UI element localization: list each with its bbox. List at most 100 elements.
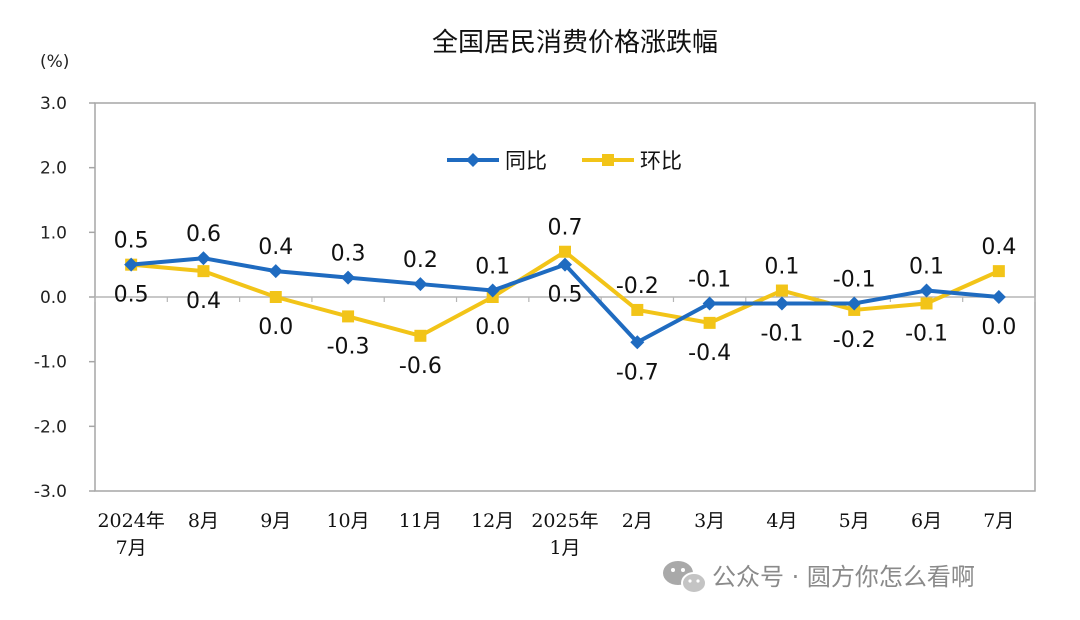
x-tick-label: 9月 <box>260 510 291 532</box>
chart-title: 全国居民消费价格涨跌幅 <box>432 28 718 58</box>
data-label-mom: -0.3 <box>327 334 370 359</box>
legend-label-mom: 环比 <box>640 149 682 173</box>
data-label-mom: -0.4 <box>688 341 731 366</box>
x-tick-line: 3月 <box>694 510 725 532</box>
legend-label-yoy: 同比 <box>505 149 547 173</box>
data-label-yoy: 0.2 <box>403 248 438 273</box>
x-tick-label: 3月 <box>694 510 725 532</box>
data-point-diamond <box>341 270 356 285</box>
data-point-square <box>269 291 282 303</box>
legend-item-mom: 环比 <box>582 149 682 173</box>
data-point-square <box>775 284 788 297</box>
legend-square-marker <box>602 154 614 166</box>
data-label-yoy: 0.1 <box>475 255 510 280</box>
x-tick-label: 12月 <box>471 510 514 532</box>
data-label-mom: 0.0 <box>475 315 510 340</box>
legend-diamond-marker <box>466 153 480 167</box>
data-label-mom: 0.0 <box>258 315 293 340</box>
wechat-icon <box>663 561 707 594</box>
data-label-yoy: 0.3 <box>331 242 366 267</box>
x-tick-label: 6月 <box>911 510 942 532</box>
y-unit-label: (%) <box>40 52 69 72</box>
data-label-yoy: 0.1 <box>909 255 944 280</box>
data-point-diamond <box>196 251 211 266</box>
data-point-diamond <box>268 264 283 279</box>
x-tick-label: 4月 <box>766 510 797 532</box>
data-point-diamond <box>413 277 428 292</box>
x-tick-line: 7月 <box>116 537 147 559</box>
data-label-mom: 0.5 <box>114 283 149 308</box>
x-tick-line: 2025年 <box>531 510 598 532</box>
data-point-diamond <box>630 335 645 350</box>
data-label-mom: -0.2 <box>616 274 659 299</box>
x-tick-line: 11月 <box>399 510 442 532</box>
data-point-diamond <box>919 283 934 298</box>
y-tick-label: 2.0 <box>40 159 67 179</box>
data-label-yoy: 0.5 <box>114 229 149 254</box>
watermark-text: 公众号 · 圆方你怎么看啊 <box>712 563 975 591</box>
x-tick-label: 10月 <box>326 510 369 532</box>
legend-item-yoy: 同比 <box>447 149 547 173</box>
data-label-yoy: 0.6 <box>186 222 221 247</box>
data-point-square <box>631 303 644 316</box>
x-tick-line: 7月 <box>983 510 1014 532</box>
data-label-yoy: -0.1 <box>760 321 803 346</box>
y-tick-label: -1.0 <box>34 353 67 373</box>
data-label-mom: -0.2 <box>833 328 876 353</box>
data-label-yoy: -0.1 <box>833 267 876 292</box>
watermark: 公众号 · 圆方你怎么看啊 <box>663 561 975 594</box>
legend: 同比 环比 <box>447 149 682 173</box>
x-tick-line: 1月 <box>549 537 580 559</box>
x-tick-line: 2月 <box>622 510 653 532</box>
data-label-mom: 0.4 <box>981 235 1016 260</box>
data-point-square <box>342 310 355 323</box>
data-labels: 0.5 0.6 0.4 0.3 0.2 0.1 0.5 -0.7 -0.1 -0.1 -0.1 0.1… <box>114 216 1017 386</box>
data-label-mom: 0.1 <box>764 255 799 280</box>
y-tick-label: 1.0 <box>40 223 67 243</box>
data-label-mom: 0.7 <box>548 216 583 241</box>
x-axis: 2024年 7月 8月 9月 10月 11月 12月 2025年 1月 2月 3月 4月 5月 6月 7月 <box>94 297 1036 559</box>
x-tick-line: 2024年 <box>97 510 164 532</box>
data-point-diamond <box>847 296 862 311</box>
data-point-square <box>197 265 210 278</box>
data-point-square <box>703 316 716 329</box>
x-tick-label: 7月 <box>983 510 1014 532</box>
x-tick-label: 2024年 7月 <box>97 510 164 559</box>
data-label-mom: -0.6 <box>399 354 442 379</box>
x-tick-line: 8月 <box>188 510 219 532</box>
data-point-diamond <box>124 257 139 272</box>
series-layer <box>124 245 1006 350</box>
x-tick-label: 5月 <box>839 510 870 532</box>
y-tick-label: 3.0 <box>40 94 67 114</box>
data-label-yoy: -0.1 <box>688 267 731 292</box>
data-point-square <box>992 265 1005 278</box>
y-axis: 3.0 2.0 1.0 0.0 -1.0 -2.0 -3.0 <box>34 94 95 502</box>
x-tick-label: 8月 <box>188 510 219 532</box>
data-point-diamond <box>485 283 500 298</box>
data-point-square <box>559 245 571 258</box>
x-tick-label: 2月 <box>622 510 653 532</box>
data-label-yoy: -0.7 <box>616 360 659 385</box>
data-label-mom: 0.4 <box>186 289 221 314</box>
data-label-yoy: 0.4 <box>258 235 293 260</box>
x-tick-line: 10月 <box>326 510 369 532</box>
x-tick-line: 6月 <box>911 510 942 532</box>
y-tick-label: -3.0 <box>34 482 67 502</box>
x-tick-label: 11月 <box>399 510 442 532</box>
x-tick-label: 2025年 1月 <box>531 510 598 559</box>
x-tick-line: 5月 <box>839 510 870 532</box>
x-tick-line: 9月 <box>260 510 291 532</box>
data-point-diamond <box>558 257 572 272</box>
data-label-yoy: 0.5 <box>548 283 583 308</box>
data-label-yoy: 0.0 <box>981 315 1016 340</box>
data-point-square <box>920 297 933 310</box>
data-point-diamond <box>702 296 717 311</box>
y-tick-label: 0.0 <box>40 288 67 308</box>
data-point-square <box>414 329 427 342</box>
data-point-diamond <box>774 296 789 311</box>
data-point-diamond <box>991 290 1006 304</box>
data-label-mom: -0.1 <box>905 321 948 346</box>
x-tick-line: 4月 <box>766 510 797 532</box>
x-tick-line: 12月 <box>471 510 514 532</box>
